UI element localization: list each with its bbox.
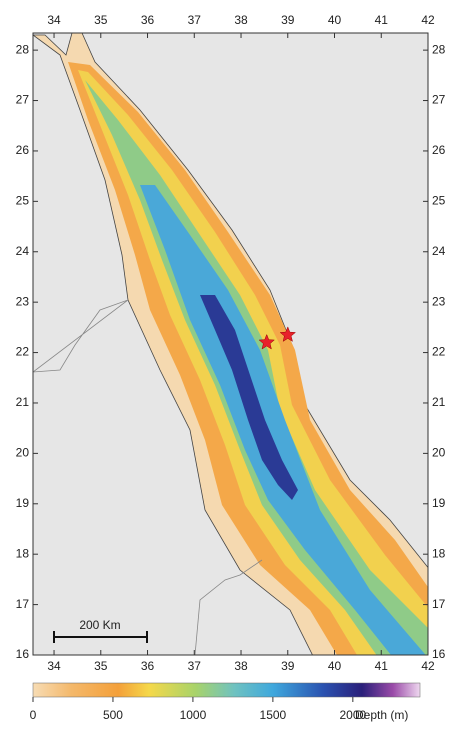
x-tick-label: 38 — [234, 659, 248, 673]
y-tick-label: 27 — [432, 93, 446, 107]
y-tick-label: 25 — [432, 194, 446, 208]
sea-deep — [200, 295, 298, 500]
colorbar-tick-label: 2000 — [339, 708, 366, 722]
y-tick-label: 24 — [16, 244, 30, 258]
x-tick-label: 38 — [234, 13, 248, 27]
y-tick-label: 26 — [432, 143, 446, 157]
site-marker — [258, 333, 275, 350]
y-tick-label: 22 — [432, 345, 446, 359]
y-tick-label: 18 — [16, 546, 30, 560]
y-tick-label: 17 — [16, 597, 30, 611]
x-tick-label: 41 — [375, 13, 389, 27]
map-area — [33, 33, 428, 655]
y-tick-label: 23 — [16, 294, 30, 308]
y-tick-label: 26 — [16, 143, 30, 157]
x-tick-label: 37 — [188, 659, 202, 673]
y-tick-label: 19 — [16, 496, 30, 510]
x-tick-label: 36 — [141, 13, 155, 27]
y-tick-label: 16 — [16, 647, 30, 661]
y-tick-label: 20 — [16, 446, 30, 460]
colorbar-tick-label: 1000 — [180, 708, 207, 722]
x-tick-label: 34 — [47, 659, 61, 673]
y-tick-label: 28 — [16, 42, 30, 56]
y-tick-label: 28 — [432, 42, 446, 56]
y-tick-label: 23 — [432, 294, 446, 308]
y-tick-label: 16 — [432, 647, 446, 661]
x-tick-label: 37 — [188, 13, 202, 27]
y-tick-label: 21 — [16, 395, 30, 409]
x-tick-label: 39 — [281, 13, 295, 27]
colorbar-tick-label: 500 — [103, 708, 123, 722]
colorbar — [32, 682, 421, 698]
y-tick-label: 17 — [432, 597, 446, 611]
colorbar-tick-label: 0 — [30, 708, 37, 722]
y-tick-label: 22 — [16, 345, 30, 359]
colorbar-label: Depth (m) — [355, 708, 408, 722]
y-tick-label: 20 — [432, 446, 446, 460]
x-tick-label: 40 — [328, 13, 342, 27]
x-tick-label: 35 — [94, 659, 108, 673]
land-africa-border — [33, 299, 129, 373]
x-tick-label: 40 — [328, 659, 342, 673]
y-tick-label: 25 — [16, 194, 30, 208]
y-tick-label: 24 — [432, 244, 446, 258]
x-tick-label: 34 — [47, 13, 61, 27]
x-tick-label: 42 — [421, 13, 435, 27]
scale-bar-label: 200 Km — [79, 618, 120, 632]
x-tick-label: 35 — [94, 13, 108, 27]
y-tick-label: 19 — [432, 496, 446, 510]
land-border-south — [194, 559, 263, 655]
x-tick-label: 42 — [421, 659, 435, 673]
y-tick-label: 27 — [16, 93, 30, 107]
x-tick-label: 39 — [281, 659, 295, 673]
x-tick-label: 41 — [375, 659, 389, 673]
y-tick-label: 21 — [432, 395, 446, 409]
x-tick-label: 36 — [141, 659, 155, 673]
colorbar-tick-label: 1500 — [260, 708, 287, 722]
site-marker — [279, 326, 297, 342]
y-tick-label: 18 — [432, 546, 446, 560]
map-frame — [32, 32, 429, 656]
